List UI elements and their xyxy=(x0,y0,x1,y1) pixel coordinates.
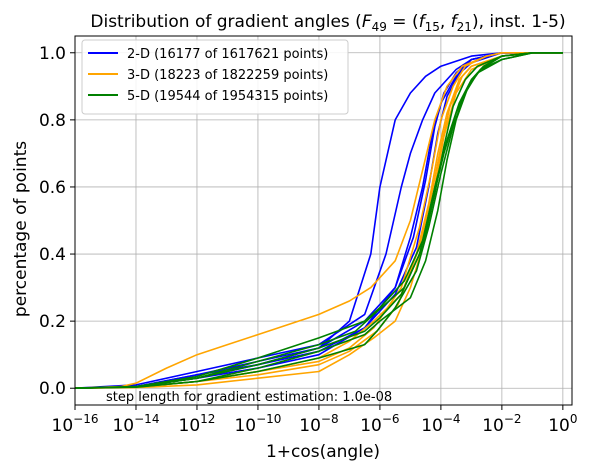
legend-label: 2-D (16177 of 1617621 points) xyxy=(127,47,328,62)
x-ticks: 10−16 10−14 1012 10−10 10−8 10−6 10−4 10−2 100 xyxy=(52,405,577,436)
title-mid: = ( xyxy=(387,12,419,32)
legend-box xyxy=(81,39,349,115)
plot-frame xyxy=(74,35,573,406)
legend: 2-D (16177 of 1617621 points) 3-D (18223 … xyxy=(81,39,349,115)
step-length-annotation: step length for gradient estimation: 1.0… xyxy=(106,390,392,405)
title-f1: f xyxy=(419,12,428,32)
x-tick-label: 1012 xyxy=(179,412,216,436)
title-sep: , xyxy=(440,12,451,32)
series-line-2-d-3 xyxy=(74,51,563,389)
y-tick-label: 0.2 xyxy=(39,312,66,332)
legend-label: 3-D (18223 of 1822259 points) xyxy=(127,68,328,83)
title-end: ), inst. 1-5) xyxy=(472,12,566,32)
x-tick-label: 10−8 xyxy=(299,412,338,436)
y-ticks: 0.0 0.2 0.4 0.6 0.8 1.0 xyxy=(39,44,75,399)
x-tick-label: 100 xyxy=(548,412,577,436)
series-line-5-d-12 xyxy=(74,51,563,389)
x-tick-label: 10−2 xyxy=(482,412,521,436)
title-f2: f xyxy=(451,12,460,32)
chart-title: Distribution of gradient angles (F49 = (… xyxy=(90,12,565,34)
grid xyxy=(74,36,572,405)
title-f1-sub: 15 xyxy=(425,20,440,34)
y-tick-label: 0.4 xyxy=(39,245,66,265)
y-tick-label: 0.6 xyxy=(39,178,66,198)
x-tick-label: 10−16 xyxy=(52,412,99,436)
title-math-sub: 49 xyxy=(372,20,387,34)
title-f2-sub: 21 xyxy=(457,20,472,34)
series-line-5-d-15 xyxy=(74,51,563,389)
y-tick-label: 0.0 xyxy=(39,379,66,399)
series-group xyxy=(74,51,563,389)
y-axis-label: percentage of points xyxy=(11,141,31,317)
x-tick-label: 10−6 xyxy=(360,412,399,436)
legend-label: 5-D (19544 of 1954315 points) xyxy=(127,89,328,104)
y-tick-label: 0.8 xyxy=(39,111,66,131)
x-tick-label: 10−4 xyxy=(421,412,460,436)
series-line-5-d-13 xyxy=(74,51,563,389)
title-main: Distribution of gradient angles ( xyxy=(90,12,361,32)
x-tick-label: 10−10 xyxy=(234,412,281,436)
series-line-5-d-14 xyxy=(74,51,563,389)
x-axis-label: 1+cos(angle) xyxy=(266,442,380,462)
y-tick-label: 1.0 xyxy=(39,44,66,64)
title-math: F xyxy=(362,12,372,32)
x-tick-label: 10−14 xyxy=(112,412,159,436)
